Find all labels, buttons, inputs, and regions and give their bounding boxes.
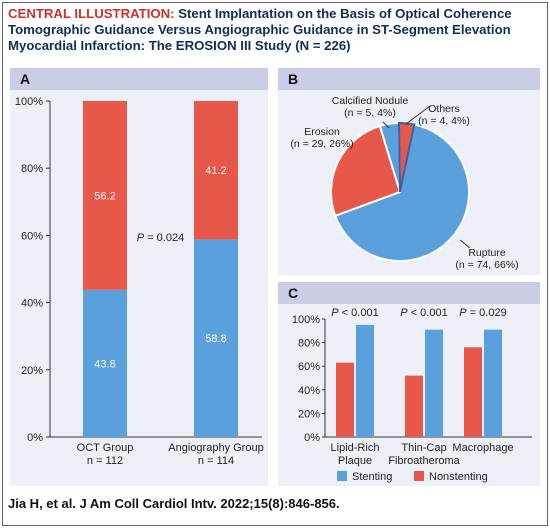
panel-c-bar-nonstenting [336, 362, 354, 437]
pie-label-count: (n = 5, 4%) [344, 107, 396, 119]
pie-label-count: (n = 4, 4%) [418, 115, 470, 127]
panel-a-bar-value: 41.2 [205, 165, 226, 177]
panel-a-ytick-label: 60% [21, 230, 43, 242]
panel-c-p-value: P < 0.001 [400, 307, 447, 319]
panel-a-bar-nonstenting [83, 101, 127, 290]
panel-b-header: B [278, 68, 540, 90]
pie-label-count: (n = 74, 66%) [455, 259, 518, 271]
panel-c-category-label-line2: Plaque [338, 455, 372, 467]
pie-label-name: Calcified Nodule [332, 95, 409, 107]
panel-a-bar-value: 56.2 [94, 190, 115, 202]
panel-a-ytick-label: 80% [21, 163, 43, 175]
panel-a-bar-stenting [83, 289, 127, 437]
pie-label-name: Erosion [304, 126, 340, 138]
pie-slice-erosion [330, 124, 402, 218]
panel-c-bar-nonstenting [405, 375, 423, 437]
panel-a-category-label: Angiography Group [168, 442, 263, 454]
panel-c-letter: C [288, 285, 299, 301]
panel-a-ytick-label: 20% [21, 365, 43, 377]
panel-a-ytick-label: 0% [27, 432, 43, 444]
legend-swatch-stenting [337, 471, 347, 481]
panel-c-category-label: Macrophage [452, 442, 513, 454]
pie-leader-line [382, 121, 390, 129]
panel-c-ytick-label: 100% [292, 314, 320, 326]
chart-b: Rupture(n = 74, 66%) Erosion(n = 29, 26%)… [290, 95, 518, 271]
pie-leader-line [405, 105, 431, 125]
panel-a-category-n: n = 114 [198, 455, 234, 467]
panel-c-bar-stenting [356, 324, 374, 437]
panel-a-header: A [10, 68, 268, 90]
title-lead: CENTRAL ILLUSTRATION: [8, 6, 175, 21]
panel-c-p-value: P = 0.029 [459, 307, 506, 319]
panel-a-p-value: P = 0.024 [137, 232, 184, 244]
pie-label-count: (n = 29, 26%) [290, 138, 353, 150]
panel-c-ytick-label: 80% [298, 338, 320, 350]
panel-c-ytick-label: 0% [304, 432, 320, 444]
panel-a-bar-stenting [194, 239, 238, 437]
legend-label-stenting: Stenting [352, 471, 392, 483]
panel-c-bar-stenting [484, 329, 502, 437]
panel-a-letter: A [20, 71, 31, 87]
panel-c-bar-nonstenting [464, 347, 482, 437]
pie-leader-line [459, 239, 471, 249]
panel-a-ytick-label: 100% [15, 96, 43, 108]
pie-label-name: Others [428, 103, 460, 115]
pie-label-name: Rupture [468, 247, 506, 259]
panel-a-category-n: n = 112 [87, 455, 123, 467]
panel-a-bar-value: 43.8 [94, 358, 115, 370]
panel-c-ytick-label: 40% [298, 385, 320, 397]
title-text: Stent Implantation on the Basis of Optic… [8, 6, 512, 53]
panel-a-category-label: OCT Group [77, 442, 134, 454]
panel-a-bar-value: 58.8 [205, 333, 226, 345]
panel-c-ytick-label: 60% [298, 361, 320, 373]
legend-label-nonstenting: Nonstenting [429, 471, 488, 483]
panel-c-category-label: Lipid-Rich [331, 442, 380, 454]
panel-a-ytick-label: 40% [21, 298, 43, 310]
panel-c-p-value: P < 0.001 [331, 307, 378, 319]
figure-title: CENTRAL ILLUSTRATION: Stent Implantation… [8, 6, 542, 54]
panel-c-bar-stenting [425, 329, 443, 437]
legend-swatch-nonstenting [414, 471, 424, 481]
panel-c-category-label: Thin-Cap [401, 442, 446, 454]
panel-a-bar-nonstenting [194, 101, 238, 240]
pie-slice-rupture [333, 123, 470, 262]
panel-c-ytick-label: 20% [298, 408, 320, 420]
citation: Jia H, et al. J Am Coll Cardiol Intv. 20… [8, 496, 340, 511]
panel-b-letter: B [288, 71, 299, 87]
panel-c-category-label-line2: Fibroatheroma [388, 455, 460, 467]
panel-c-header: C [278, 282, 540, 304]
legend: Stenting Nonstenting [337, 471, 488, 483]
